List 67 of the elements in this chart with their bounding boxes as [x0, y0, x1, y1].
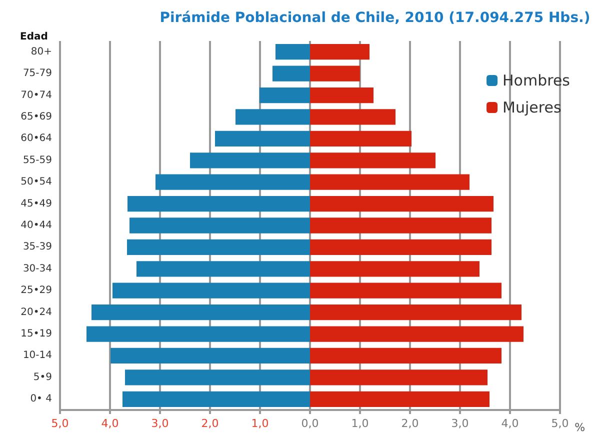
bar: [92, 304, 310, 320]
bar: [310, 326, 524, 342]
x-tick-label: 4,0: [501, 417, 519, 430]
y-tick-label: 60•64: [20, 133, 52, 144]
bar: [215, 130, 310, 146]
x-tick-label: 2,0: [201, 417, 219, 430]
y-tick-label: 20•24: [20, 306, 52, 318]
x-tick-label: 5,0: [51, 417, 69, 430]
bar: [310, 239, 492, 256]
bar: [122, 391, 310, 407]
x-tick-label: 4,0: [101, 417, 119, 430]
y-tick-label: 10-14: [22, 350, 52, 362]
y-tick-label: 15•19: [20, 328, 52, 340]
bar: [190, 152, 310, 168]
y-tick-label: 50•54: [20, 176, 52, 188]
y-tick-label: 75-79: [22, 68, 52, 80]
x-axis-title: %: [574, 421, 586, 434]
x-tick-label: 1,0: [251, 417, 269, 430]
x-tick-label: 1,0: [351, 417, 369, 430]
y-tick-label: 40•44: [20, 220, 52, 231]
bar: [310, 304, 522, 320]
y-tick-label: 65•69: [20, 111, 52, 122]
x-tick-label: 2,0: [401, 417, 419, 430]
bar: [128, 196, 310, 212]
bar: [310, 87, 374, 104]
bar: [310, 261, 480, 277]
bar: [310, 44, 370, 60]
bar: [112, 282, 310, 298]
y-tick-label: 45•49: [20, 198, 52, 210]
bar: [136, 261, 310, 277]
bar: [86, 326, 310, 342]
bar: [310, 196, 494, 212]
bar: [310, 66, 360, 82]
bar: [127, 239, 310, 256]
x-tick-label: 3,0: [151, 417, 169, 430]
legend-label: Hombres: [502, 72, 570, 90]
legend-label: Mujeres: [502, 98, 562, 116]
chart-title: Pirámide Poblacional de Chile, 2010 (17.094.275 Hbs.): [160, 10, 590, 26]
y-axis-title: Edad: [20, 32, 48, 42]
bar: [310, 348, 502, 364]
bar: [272, 66, 310, 82]
y-tick-label: 80+: [30, 46, 52, 58]
y-tick-label: 35-39: [22, 242, 52, 253]
y-tick-label: 0• 4: [30, 394, 52, 405]
bar: [310, 282, 502, 298]
bar: [276, 44, 310, 60]
bar: [156, 174, 310, 190]
bar: [125, 370, 310, 386]
x-tick-label: 3,0: [451, 417, 469, 430]
bar: [310, 218, 492, 234]
bar: [236, 109, 310, 125]
y-tick-label: 55-59: [22, 154, 52, 166]
bar: [310, 130, 412, 146]
y-tick-label: 5•9: [33, 372, 52, 383]
bar: [310, 152, 436, 168]
bar: [310, 174, 470, 190]
x-tick-label: 0,0: [301, 417, 319, 430]
bar: [310, 370, 488, 386]
y-tick-label: 25•29: [20, 285, 52, 296]
bar: [130, 218, 310, 234]
y-tick-label: 30-34: [22, 263, 52, 274]
y-tick-label: 70•74: [20, 90, 52, 101]
bar: [260, 87, 310, 104]
bar: [310, 391, 490, 407]
bar: [110, 348, 310, 364]
x-tick-label: 5,0: [551, 417, 569, 430]
bar: [310, 109, 396, 125]
